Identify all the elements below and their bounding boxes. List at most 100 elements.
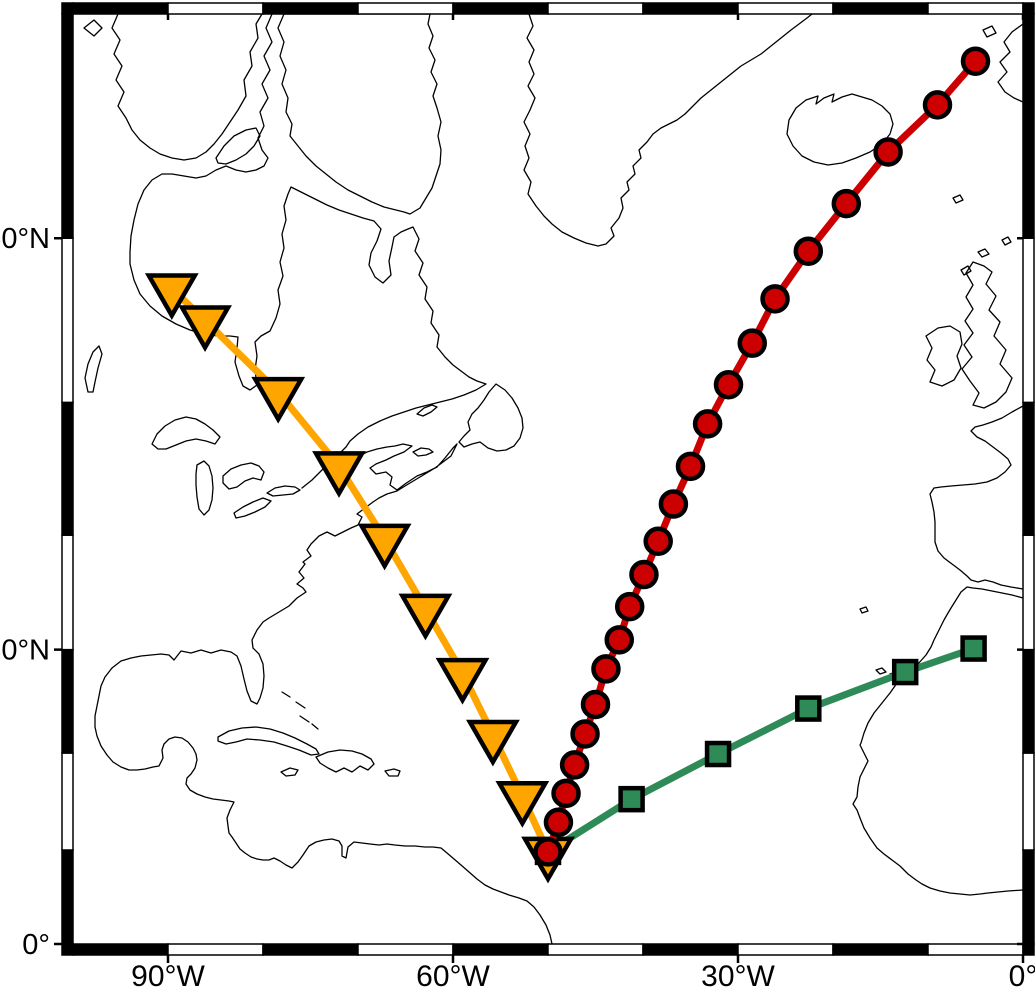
orange-triangle-track-marker (251, 376, 306, 424)
frame-segment (61, 13, 74, 239)
red-circle-track-marker (614, 591, 645, 622)
red-circle-track-marker (629, 559, 659, 590)
coastline (266, 485, 301, 497)
green-square-track-marker (891, 658, 919, 686)
red-circle-track-marker (737, 328, 767, 358)
red-circle-track-marker (580, 689, 611, 720)
red-circle-track-line (544, 58, 979, 854)
red-circle-track-marker (760, 284, 790, 314)
coastline (299, 715, 310, 723)
frame-segment (61, 943, 74, 956)
red-circle-track-marker (591, 654, 621, 684)
y-axis-label: 60°N (0, 223, 50, 255)
coastline (111, 13, 263, 161)
red-circle-track-marker (675, 451, 706, 482)
frame-segment (1022, 849, 1035, 945)
red-circle-track-marker (559, 750, 590, 780)
red-circle-track-marker (570, 719, 600, 749)
frame-segment (1022, 2, 1035, 15)
coastline (384, 768, 401, 777)
coastline (295, 701, 306, 709)
coastline (458, 383, 524, 452)
x-axis-label: 90°W (131, 960, 205, 989)
orange-triangle-track-marker (178, 305, 232, 353)
orange-triangle-track-marker (398, 593, 453, 641)
coastline (215, 127, 261, 165)
coastline (311, 723, 319, 730)
x-axis-label: 60°W (416, 960, 490, 989)
red-circle-track-marker (793, 236, 824, 266)
red-circle-track-marker (543, 807, 574, 838)
frame-segment (927, 943, 1024, 956)
coastline (151, 416, 221, 450)
frame-segment (547, 943, 644, 956)
frame-segment (832, 943, 929, 956)
frame-segment (1022, 752, 1035, 851)
coastline (412, 447, 434, 457)
green-square-track-marker (795, 695, 822, 722)
orange-triangle-track-marker (312, 451, 366, 498)
orange-triangle-track-marker (435, 657, 490, 705)
frame-segment (1022, 237, 1035, 404)
y-axis-label: 0° (22, 929, 50, 961)
orange-triangle-track-line (169, 286, 552, 854)
frame-segment (642, 943, 739, 956)
axis-label-layer: 90°W 60°W 30°W 0° 60°N 30°N 0° (0, 14, 1035, 989)
frame-segment (1022, 13, 1035, 239)
red-circle-track-marker (713, 369, 744, 400)
coastline (929, 405, 1024, 590)
frame-segment (1022, 401, 1035, 536)
frame-segment (262, 943, 359, 956)
frame-segment (262, 2, 359, 15)
frame-segment (61, 534, 74, 651)
orange-triangle-track-marker (357, 523, 412, 571)
coastline (222, 462, 265, 490)
coastline (786, 93, 894, 166)
frame-segment (61, 2, 74, 15)
frame-segment (547, 2, 644, 15)
coastline (281, 691, 291, 698)
red-circle-track-marker (604, 625, 634, 655)
frame-segment (737, 2, 834, 15)
x-axis-label: 0° (1009, 960, 1035, 989)
coastline (859, 606, 869, 614)
frame-segment (357, 943, 454, 956)
frame-segment (357, 2, 454, 15)
coastline (852, 586, 1024, 896)
orange-triangle-track-marker (495, 781, 550, 828)
frame-segment (61, 237, 74, 404)
coastline (280, 767, 299, 777)
coastline (982, 25, 997, 38)
coastline (977, 248, 990, 258)
coastline (875, 667, 887, 675)
coastline (94, 13, 555, 948)
frame-segment (72, 943, 169, 956)
red-circle-track-marker (960, 46, 991, 76)
coastline (195, 460, 214, 516)
coastline (416, 404, 438, 417)
x-axis-label: 30°W (701, 960, 775, 989)
green-square-track-marker (960, 635, 987, 662)
frame-segment (167, 943, 264, 956)
coastline (960, 265, 972, 276)
coastline-layer (83, 13, 1024, 948)
coastline (952, 194, 964, 204)
coastline (315, 749, 375, 773)
orange-triangle-track-marker (144, 273, 199, 321)
frame-segment (61, 752, 74, 851)
frame-segment (832, 2, 929, 15)
frame-segment (167, 2, 264, 15)
frame-segment (61, 401, 74, 536)
frame-segment (642, 2, 739, 15)
frame-segment (61, 849, 74, 945)
green-square-track-marker (618, 785, 645, 813)
coastline (277, 13, 442, 215)
red-circle-track-marker (692, 409, 723, 439)
coastline (83, 19, 103, 37)
map-frame (61, 2, 1035, 956)
frame-segment (1022, 648, 1035, 754)
green-square-track-marker (704, 740, 732, 768)
frame-segment (452, 2, 549, 15)
coastline (523, 13, 813, 247)
red-circle-track-marker (658, 489, 689, 519)
